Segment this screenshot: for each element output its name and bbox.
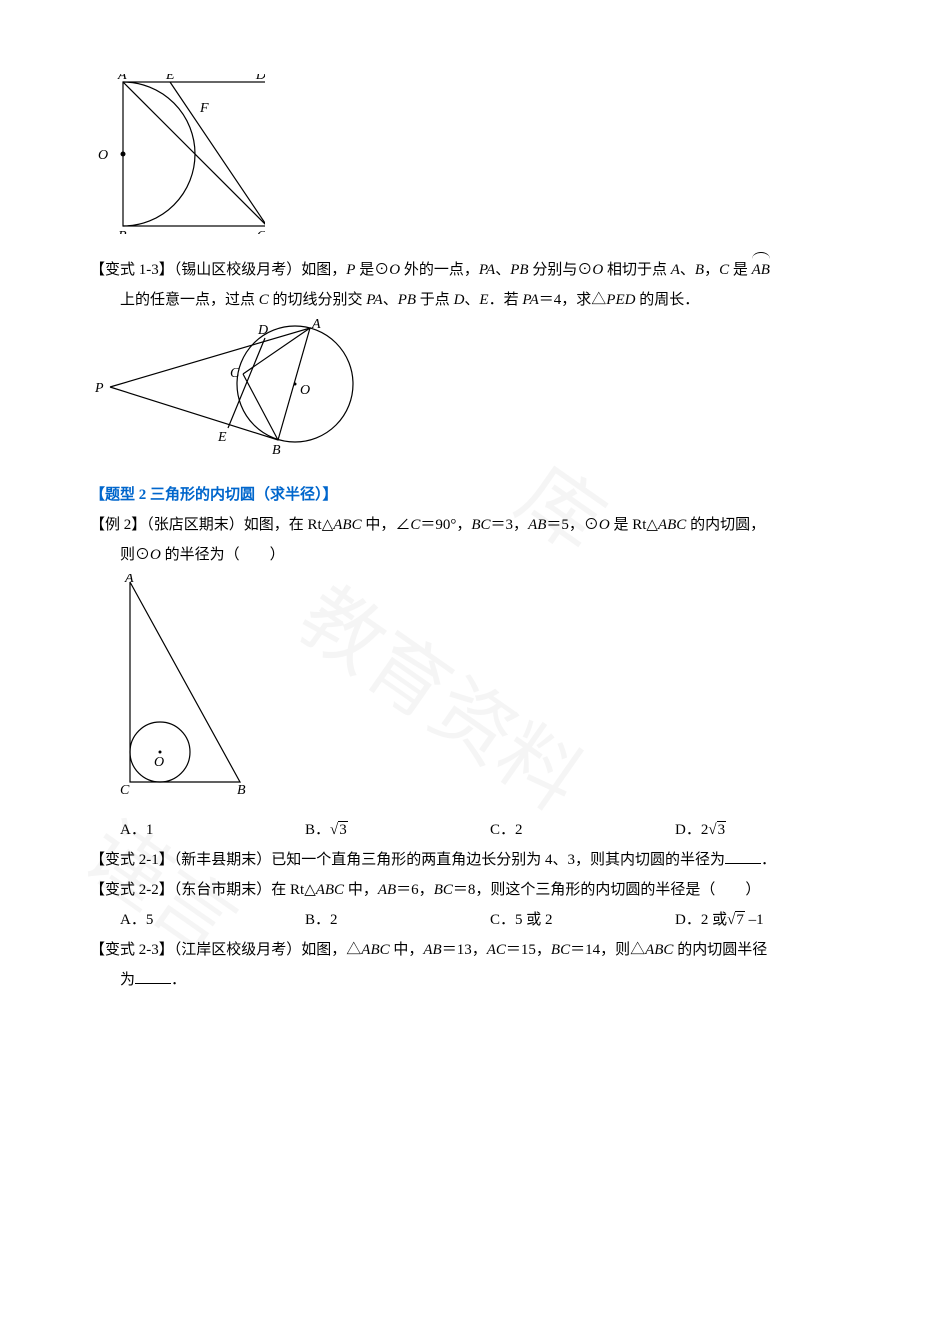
section-2-header: 【题型 2 三角形的内切圆（求半径）】	[90, 480, 860, 510]
source: （锡山区校级月考）	[174, 262, 302, 278]
figure-tangent-circle: P A B D E C O	[90, 319, 860, 470]
ex2-options: A．1 B．√3 C．2 D．2√3	[120, 815, 860, 845]
fig3-svg: A B C O	[105, 574, 255, 794]
blank-field	[135, 968, 171, 984]
tag: 【变式 2-2】	[90, 882, 174, 898]
svg-text:E: E	[165, 74, 175, 83]
fig1-svg: A E D O F B C	[90, 74, 265, 234]
svg-text:C: C	[120, 783, 130, 794]
svg-text:O: O	[300, 383, 310, 398]
svg-text:A: A	[124, 574, 134, 586]
source: （江岸区校级月考）	[174, 942, 302, 958]
problem-ex2-line1: 【例 2】（张店区期末）如图，在 Rt△ABC 中，∠C＝90°，BC＝3，AB…	[90, 510, 860, 540]
problem-ex2-line2: 则⊙O 的半径为（ ）	[90, 540, 860, 570]
figure-right-triangle-incircle: A B C O	[105, 574, 860, 805]
source: （新丰县期末）	[174, 852, 272, 868]
option-c: C．2	[490, 815, 675, 845]
source: （东台市期末）	[174, 882, 272, 898]
option-a: A．5	[120, 905, 305, 935]
svg-text:C: C	[257, 229, 265, 234]
problem-v1-3-line1: 【变式 1-3】（锡山区校级月考）如图，P 是⊙O 外的一点，PA、PB 分别与…	[90, 255, 860, 285]
v2-2-options: A．5 B．2 C．5 或 2 D．2 或√7 –1	[120, 905, 860, 935]
option-b: B．2	[305, 905, 490, 935]
svg-text:B: B	[272, 443, 281, 458]
svg-text:B: B	[237, 783, 246, 794]
option-c: C．5 或 2	[490, 905, 675, 935]
figure-square-circle: A E D O F B C	[90, 74, 860, 245]
sqrt-icon: √3	[708, 815, 726, 845]
option-b: B．√3	[305, 815, 490, 845]
sqrt-icon: √3	[330, 815, 348, 845]
tag: 【变式 2-1】	[90, 852, 174, 868]
source: （张店区期末）	[146, 517, 244, 533]
problem-v2-2: 【变式 2-2】（东台市期末）在 Rt△ABC 中，AB＝6，BC＝8，则这个三…	[90, 875, 860, 905]
problem-v1-3-line2: 上的任意一点，过点 C 的切线分别交 PA、PB 于点 D、E．若 PA＝4，求…	[90, 285, 860, 315]
fig2-svg: P A B D E C O	[90, 319, 370, 459]
option-d: D．2√3	[675, 815, 860, 845]
svg-text:A: A	[117, 74, 127, 83]
option-a: A．1	[120, 815, 305, 845]
option-d: D．2 或√7 –1	[675, 905, 860, 935]
tag: 【例 2】	[90, 517, 146, 533]
svg-text:B: B	[118, 229, 127, 234]
svg-text:D: D	[257, 323, 268, 338]
problem-v2-3-line2: 为．	[90, 965, 860, 995]
tag: 【变式 2-3】	[90, 942, 174, 958]
svg-text:O: O	[98, 148, 108, 163]
svg-text:O: O	[154, 755, 164, 770]
problem-v2-3-line1: 【变式 2-3】（江岸区校级月考）如图，△ABC 中，AB＝13，AC＝15，B…	[90, 935, 860, 965]
svg-text:A: A	[311, 319, 321, 332]
svg-text:P: P	[94, 381, 104, 396]
tag: 【变式 1-3】	[90, 262, 174, 278]
svg-text:D: D	[255, 74, 265, 83]
problem-v2-1: 【变式 2-1】（新丰县期末）已知一个直角三角形的两直角边长分别为 4、3，则其…	[90, 845, 860, 875]
svg-text:E: E	[217, 430, 227, 445]
svg-text:F: F	[199, 101, 209, 116]
blank-field	[725, 848, 761, 864]
sqrt-icon: √7	[727, 905, 745, 935]
arc-ab: AB	[752, 255, 770, 285]
svg-text:C: C	[230, 366, 240, 381]
